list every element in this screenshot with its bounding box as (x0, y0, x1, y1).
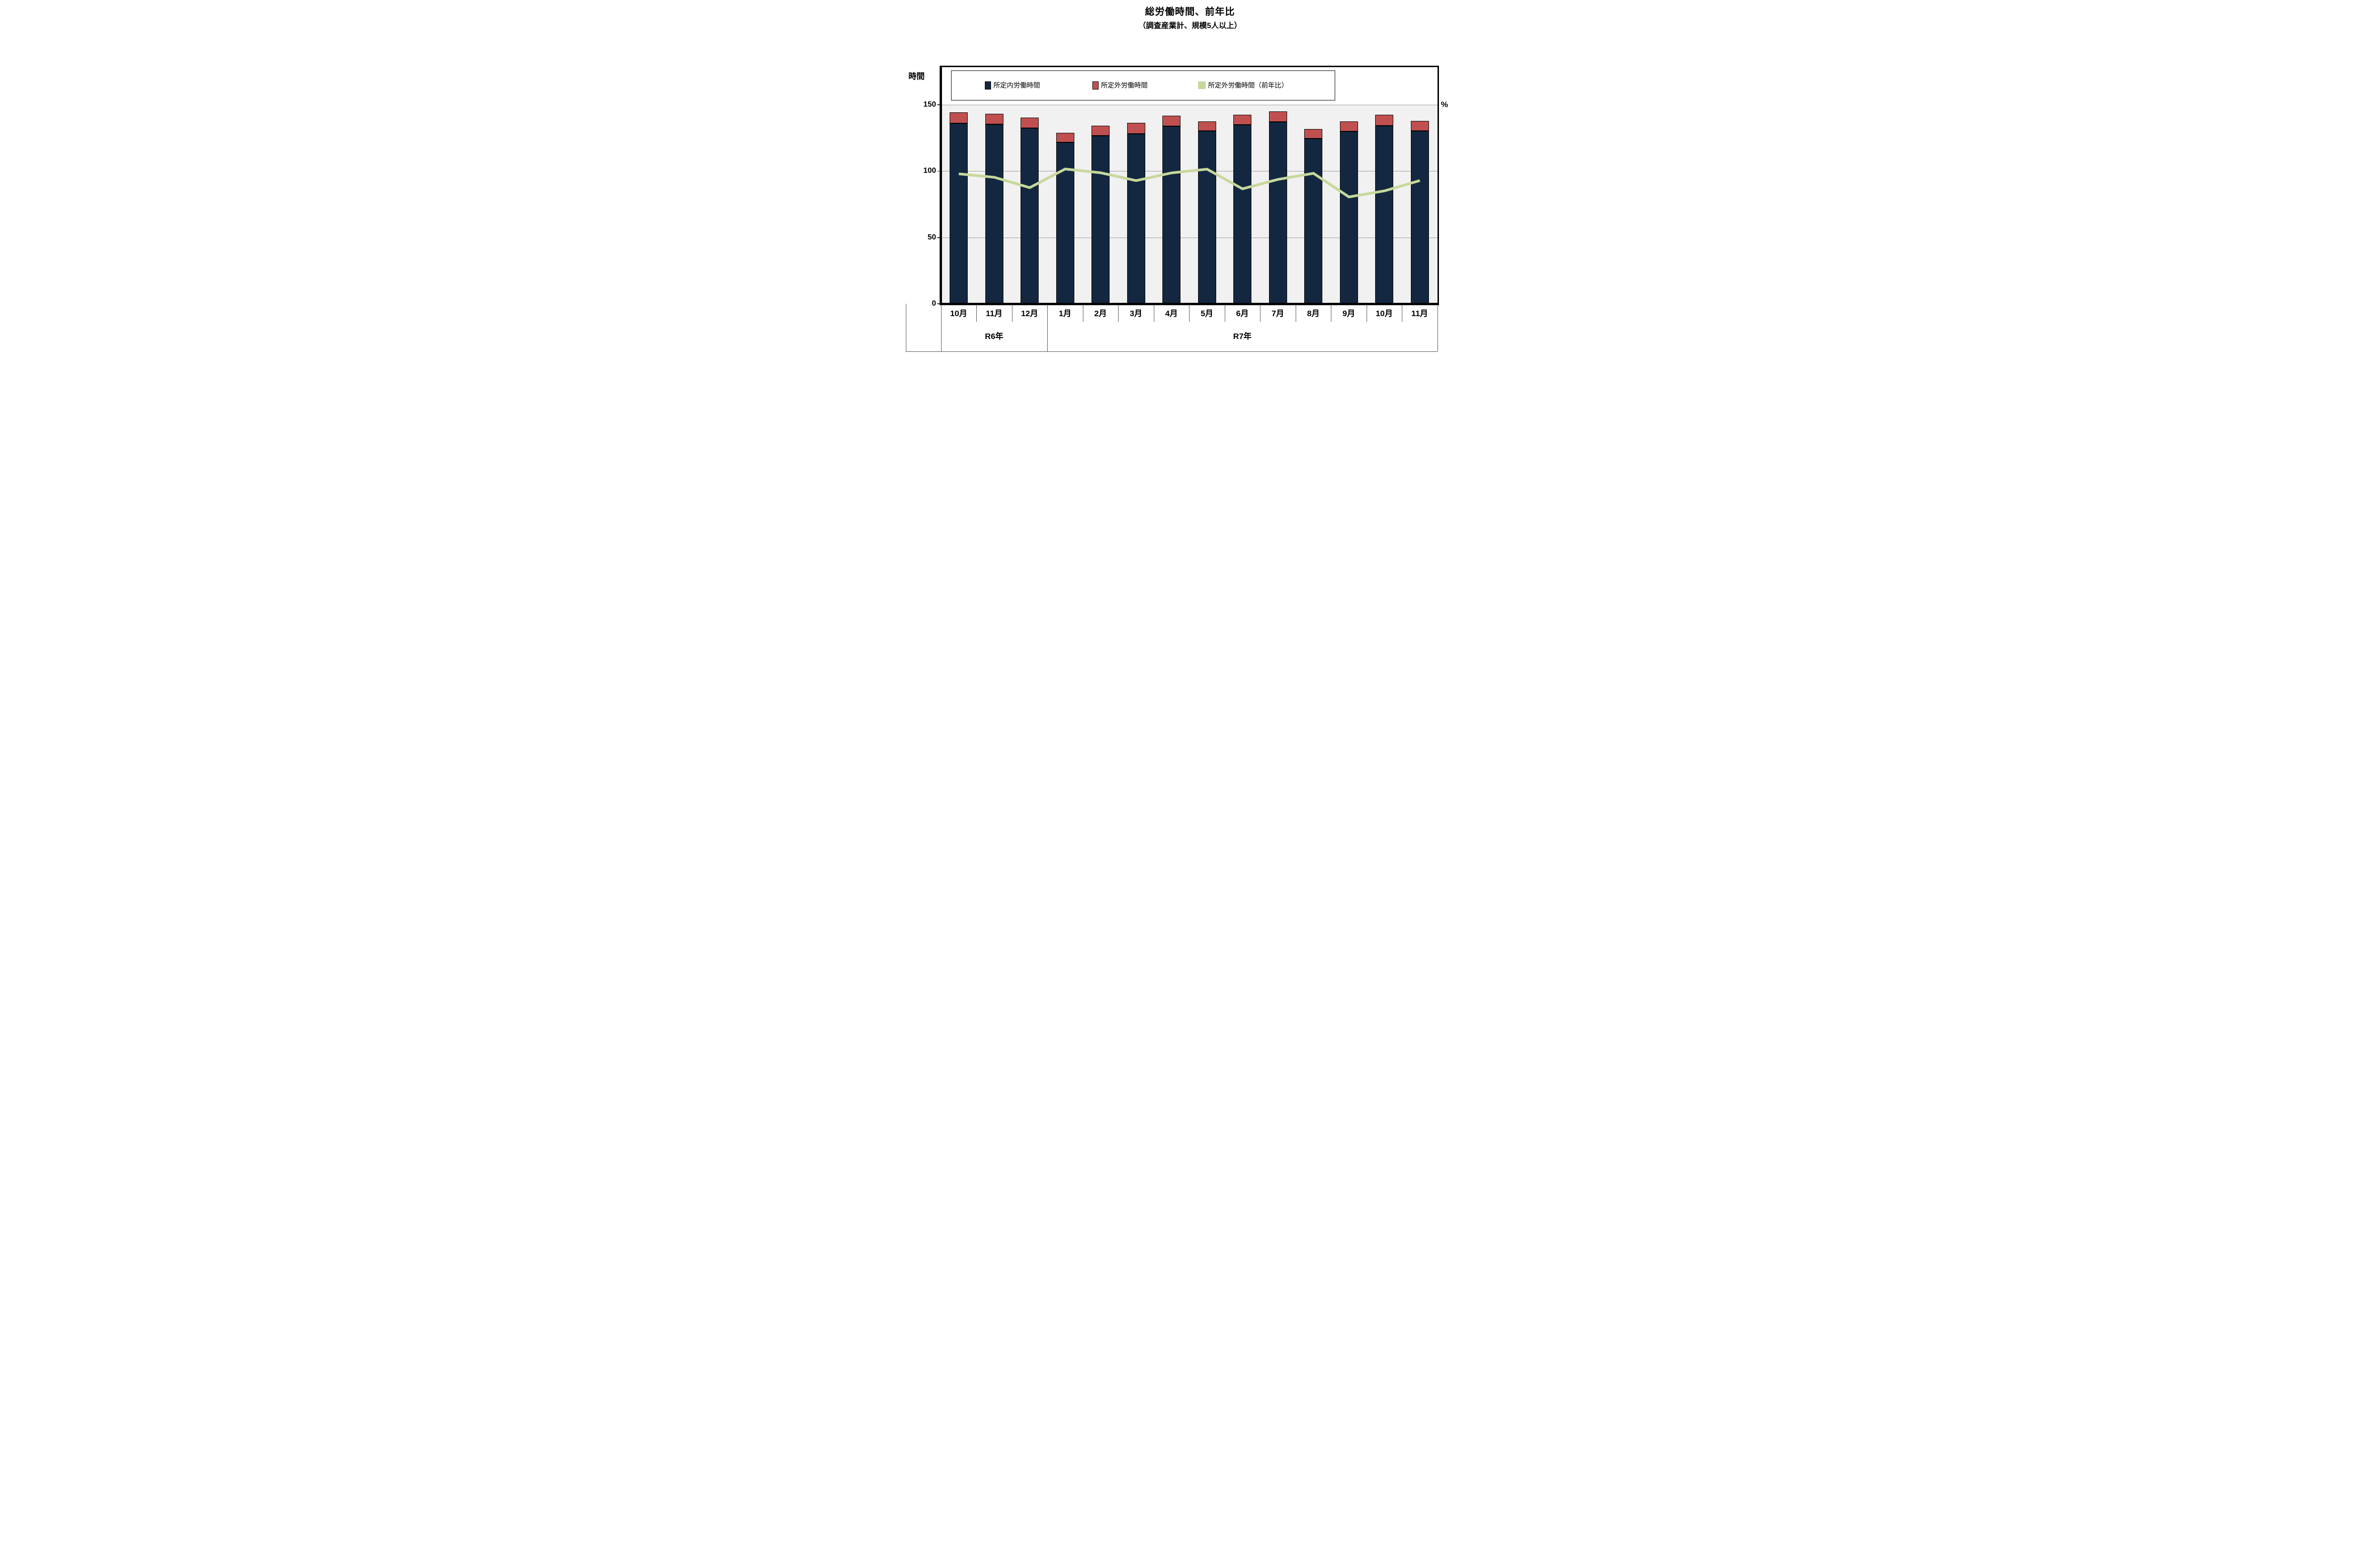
legend: 所定内労働時間 所定外労働時間 所定外労働時間（前年比） (951, 70, 1335, 100)
legend-item-label: 所定内労働時間 (993, 81, 1040, 89)
bar-overtime-segment (1162, 116, 1181, 126)
bar-overtime-segment (1233, 114, 1252, 125)
y-tick-mark (937, 237, 941, 238)
bar-scheduled-segment (1198, 130, 1216, 304)
month-label: 11月 (986, 309, 1003, 318)
legend-item-yoy-line: 所定外労働時間（前年比） (1198, 71, 1288, 100)
month-divider (976, 304, 977, 322)
month-divider (1118, 304, 1119, 322)
year-group-label-r6: R6年 (985, 332, 1003, 341)
bar-scheduled-segment (1339, 131, 1358, 304)
bar-scheduled-segment (1304, 138, 1323, 304)
month-label: 2月 (1094, 309, 1107, 318)
bar-overtime-segment (1410, 120, 1429, 131)
bar-scheduled-segment (950, 123, 968, 304)
month-label: 1月 (1059, 309, 1071, 318)
y-tick-label-150: 150 (923, 100, 936, 109)
bar-overtime-segment (1375, 115, 1394, 126)
month-label: 7月 (1271, 309, 1284, 318)
year-group-divider (1047, 304, 1048, 351)
month-label: 9月 (1342, 309, 1355, 318)
percent-axis-label: % (1440, 100, 1448, 109)
year-group-divider (941, 304, 942, 351)
legend-item-overtime: 所定外労働時間 (1092, 71, 1148, 100)
y-axis-unit-label: 時間 (908, 72, 925, 81)
y-tick-mark (937, 104, 941, 105)
bar-scheduled-segment (1021, 128, 1039, 304)
month-label: 10月 (1376, 309, 1393, 318)
y-tick-label-50: 50 (927, 233, 936, 241)
bar-overtime-segment (1091, 125, 1110, 136)
year-group-label-r7: R7年 (1233, 332, 1252, 341)
bar-overtime-segment (1269, 111, 1287, 122)
bar-overtime-segment (1056, 132, 1074, 143)
bar-scheduled-segment (1233, 124, 1252, 304)
y-tick-mark (937, 170, 941, 172)
legend-item-label: 所定外労働時間 (1101, 81, 1148, 89)
bar-overtime-segment (1198, 121, 1216, 131)
month-label: 4月 (1165, 309, 1178, 318)
left-axis-line (940, 66, 942, 305)
overtime-hours-swatch-icon (1092, 81, 1099, 90)
bar-scheduled-segment (1091, 136, 1110, 304)
bar-overtime-segment (985, 113, 1003, 124)
bar-scheduled-segment (1162, 126, 1181, 304)
yoy-line-swatch-icon (1198, 81, 1206, 89)
month-label: 8月 (1307, 309, 1320, 318)
bar-scheduled-segment (1410, 131, 1429, 304)
y-tick-label-100: 100 (923, 167, 936, 175)
legend-item-scheduled: 所定内労働時間 (985, 71, 1040, 100)
yoy-line-layer (958, 168, 1420, 199)
bar-overtime-segment (950, 112, 968, 123)
bar-scheduled-segment (1127, 133, 1145, 304)
y-tick-mark (937, 303, 941, 304)
yoy-line (958, 168, 1420, 199)
chart-title: 総労働時間、前年比 (1145, 7, 1235, 17)
bottom-axis-line (939, 302, 1439, 305)
bar-overtime-segment (1339, 121, 1358, 132)
bar-scheduled-segment (1375, 125, 1394, 304)
chart-subtitle: （調査産業計、規模5人以上） (1138, 22, 1242, 30)
month-label: 10月 (950, 309, 967, 318)
scheduled-hours-swatch-icon (985, 81, 991, 90)
chart-canvas: 総労働時間、前年比 （調査産業計、規模5人以上） 時間 % 150 100 50… (890, 0, 1490, 391)
bar-scheduled-segment (1269, 121, 1287, 304)
y-tick-label-0: 0 (932, 299, 936, 308)
month-divider (1189, 304, 1190, 322)
bar-scheduled-segment (985, 124, 1003, 304)
month-label: 6月 (1236, 309, 1249, 318)
month-label: 3月 (1130, 309, 1142, 318)
month-label: 12月 (1021, 309, 1038, 318)
legend-item-label: 所定外労働時間（前年比） (1208, 81, 1288, 89)
month-label: 5月 (1200, 309, 1213, 318)
bar-overtime-segment (1127, 122, 1145, 134)
month-label: 11月 (1411, 309, 1428, 318)
bar-overtime-segment (1021, 117, 1039, 128)
bar-overtime-segment (1304, 129, 1323, 139)
axis-table-bottom-line (906, 351, 1438, 352)
